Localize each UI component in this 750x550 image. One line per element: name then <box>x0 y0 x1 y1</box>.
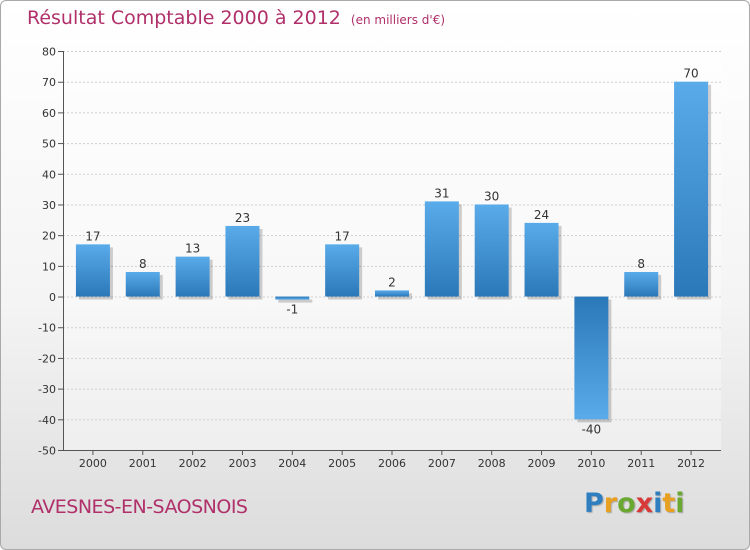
commune-name: AVESNES-EN-SAOSNOIS <box>31 496 248 518</box>
bar <box>375 290 409 297</box>
data-label: 2 <box>388 275 396 289</box>
x-tick-label: 2006 <box>378 457 406 470</box>
x-tick-label: 2003 <box>228 457 256 470</box>
y-tick-label: -50 <box>38 445 56 458</box>
data-label: 23 <box>235 211 250 225</box>
y-tick-label: -40 <box>38 414 56 427</box>
x-tick-label: 2012 <box>677 457 705 470</box>
data-label: 8 <box>637 257 645 271</box>
chart-title: Résultat Comptable 2000 à 2012 (en millie… <box>27 7 445 29</box>
x-tick-label: 2011 <box>627 457 655 470</box>
y-tick-label: 70 <box>42 76 56 89</box>
bar <box>75 244 110 297</box>
bar <box>125 271 160 297</box>
y-tick-label: 10 <box>42 260 56 273</box>
y-tick-label: -20 <box>38 352 56 365</box>
data-label: 30 <box>484 189 499 203</box>
x-tick-label: 2007 <box>428 457 456 470</box>
x-tick-label: 2004 <box>278 457 306 470</box>
x-tick-label: 2005 <box>328 457 356 470</box>
x-tick-label: 2000 <box>79 457 107 470</box>
x-tick-label: 2009 <box>528 457 556 470</box>
logo-letter: t <box>662 488 676 519</box>
bar <box>175 256 210 297</box>
logo-letter: o <box>617 488 636 519</box>
logo-letter: r <box>603 488 618 519</box>
y-tick-label: 80 <box>42 46 56 59</box>
bar <box>474 204 509 297</box>
bar <box>225 225 260 297</box>
data-label: 13 <box>185 242 200 256</box>
y-tick-label: -10 <box>38 322 56 335</box>
data-label: 31 <box>434 186 449 200</box>
proxiti-logo: Proxiti <box>584 488 685 519</box>
data-label: -1 <box>286 303 298 317</box>
logo-letter: x <box>635 488 654 519</box>
x-tick-label: 2008 <box>478 457 506 470</box>
bar <box>574 296 609 420</box>
x-tick-label: 2001 <box>129 457 157 470</box>
plot-area <box>63 51 721 450</box>
y-tick-label: 40 <box>42 168 56 181</box>
y-tick-label: -30 <box>38 383 56 396</box>
y-tick-label: 50 <box>42 138 56 151</box>
logo-letter: P <box>584 488 604 519</box>
bar <box>624 271 659 297</box>
x-tick-label: 2002 <box>179 457 207 470</box>
data-label: 24 <box>534 208 549 222</box>
bar <box>325 244 360 297</box>
data-label: -40 <box>582 422 602 436</box>
data-label: 17 <box>335 229 350 243</box>
data-label: 17 <box>85 229 100 243</box>
logo-letter: i <box>675 488 685 519</box>
y-tick-label: 0 <box>49 291 56 304</box>
title-unit: (en milliers d'€) <box>350 13 446 27</box>
y-tick-label: 30 <box>42 199 56 212</box>
title-text: Résultat Comptable 2000 à 2012 <box>27 7 341 29</box>
bar-shadow <box>278 299 313 303</box>
x-tick-label: 2010 <box>577 457 605 470</box>
logo-letter: i <box>653 488 663 519</box>
bar <box>424 201 459 297</box>
bar <box>275 296 310 300</box>
bar <box>524 222 559 297</box>
y-tick-label: 20 <box>42 230 56 243</box>
bar <box>674 81 709 297</box>
data-label: 70 <box>683 67 698 81</box>
y-tick-label: 60 <box>42 107 56 120</box>
data-label: 8 <box>139 257 147 271</box>
